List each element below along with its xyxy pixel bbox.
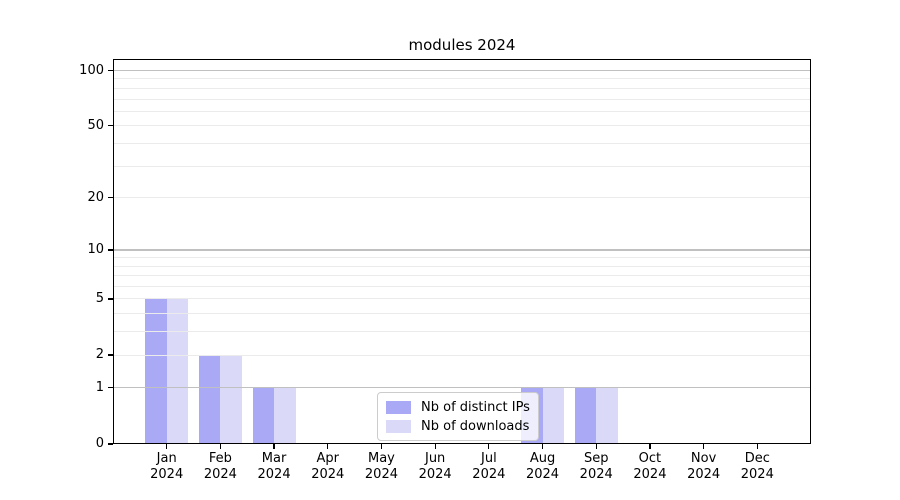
y-tick-mark xyxy=(108,249,113,251)
y-gridline-minor xyxy=(113,110,811,112)
x-tick-mark xyxy=(649,444,651,449)
x-tick-mark xyxy=(327,444,329,449)
y-gridline-minor xyxy=(113,142,811,144)
x-tick-label-year: 2024 xyxy=(418,467,452,482)
y-gridline-minor xyxy=(113,257,811,259)
y-gridline-minor xyxy=(113,87,811,89)
y-tick-label: 2 xyxy=(95,347,104,363)
x-tick-mark xyxy=(380,444,383,449)
legend-entry-downloads: Nb of downloads xyxy=(386,417,530,435)
bar-downloads xyxy=(596,387,618,444)
legend-swatch-downloads xyxy=(386,419,411,433)
bar-distinct-ips xyxy=(252,387,275,444)
x-tick-label-year: 2024 xyxy=(579,467,613,482)
x-tick-label-year: 2024 xyxy=(687,467,721,482)
x-tick-label: Feb 2024 xyxy=(188,451,252,483)
y-gridline-minor xyxy=(113,197,811,199)
legend-label-distinct-ips: Nb of distinct IPs xyxy=(421,399,530,415)
x-tick-label-year: 2024 xyxy=(203,467,237,482)
legend-entry-distinct-ips: Nb of distinct IPs xyxy=(386,398,530,416)
y-gridline-minor xyxy=(113,265,811,267)
y-tick-mark xyxy=(108,197,113,199)
x-tick-label: May 2024 xyxy=(349,451,413,483)
x-tick-mark xyxy=(166,444,168,449)
x-tick-label: Dec 2024 xyxy=(725,451,789,483)
x-tick-mark xyxy=(219,444,221,449)
legend: Nb of distinct IPs Nb of downloads xyxy=(377,392,539,441)
x-tick-mark xyxy=(541,444,544,449)
y-tick-mark xyxy=(108,443,113,445)
y-gridline-minor xyxy=(113,354,811,356)
y-tick-label: 10 xyxy=(87,241,104,257)
x-tick-label: Oct 2024 xyxy=(618,451,682,483)
bar-downloads xyxy=(542,387,565,444)
x-tick-label: Aug 2024 xyxy=(511,451,575,483)
legend-swatch-distinct-ips xyxy=(386,400,411,414)
y-tick-label: 0 xyxy=(95,436,104,451)
y-tick-mark xyxy=(108,387,113,389)
x-tick-label-year: 2024 xyxy=(257,467,291,482)
y-tick-label: 1 xyxy=(95,379,104,395)
y-gridline-minor xyxy=(113,125,811,127)
x-tick-mark xyxy=(488,444,490,449)
y-tick-mark xyxy=(108,354,113,356)
x-tick-label-year: 2024 xyxy=(150,467,184,482)
x-tick-mark xyxy=(595,444,597,449)
x-tick-mark xyxy=(434,444,436,449)
y-tick-label: 50 xyxy=(87,117,104,133)
y-tick-label: 100 xyxy=(79,62,104,78)
bar-distinct-ips xyxy=(574,387,597,444)
bar-downloads xyxy=(220,355,242,444)
x-tick-label: Jun 2024 xyxy=(403,451,467,483)
grid-layer xyxy=(113,59,811,444)
y-gridline-major xyxy=(113,387,811,389)
y-gridline-minor xyxy=(113,331,811,333)
y-tick-mark xyxy=(108,298,113,300)
x-tick-label: Sep 2024 xyxy=(564,451,628,483)
legend-label-downloads: Nb of downloads xyxy=(421,418,530,434)
x-tick-mark xyxy=(756,444,758,449)
y-gridline-minor xyxy=(113,286,811,288)
x-tick-label: Nov 2024 xyxy=(672,451,736,483)
y-gridline-minor xyxy=(113,298,811,300)
x-tick-mark xyxy=(703,444,705,449)
y-tick-label: 20 xyxy=(87,189,104,205)
y-gridline-minor xyxy=(113,98,811,100)
y-tick-label: 5 xyxy=(95,290,104,306)
y-gridline-minor xyxy=(113,165,811,167)
y-tick-mark xyxy=(108,69,113,72)
plot-area xyxy=(113,59,811,444)
x-tick-label-year: 2024 xyxy=(364,467,398,482)
bar-downloads xyxy=(274,387,296,444)
chart-title: modules 2024 xyxy=(408,36,516,54)
y-gridline-minor xyxy=(113,313,811,315)
x-tick-label: Jul 2024 xyxy=(457,451,521,483)
x-tick-label-year: 2024 xyxy=(633,467,667,482)
x-tick-label: Apr 2024 xyxy=(296,451,360,483)
x-tick-label: Jan 2024 xyxy=(135,451,199,483)
x-tick-mark xyxy=(273,444,275,449)
y-gridline-minor xyxy=(113,275,811,277)
y-tick-mark xyxy=(108,125,113,127)
x-tick-label: Mar 2024 xyxy=(242,451,306,483)
x-tick-label-year: 2024 xyxy=(311,467,345,482)
bar-distinct-ips xyxy=(198,355,221,444)
y-gridline-minor xyxy=(113,78,811,80)
x-tick-label-year: 2024 xyxy=(525,467,560,482)
y-gridline-major xyxy=(113,69,811,72)
x-tick-label-year: 2024 xyxy=(740,467,774,482)
y-gridline-major xyxy=(113,249,811,251)
bar-downloads xyxy=(166,299,189,444)
bar-distinct-ips xyxy=(145,299,167,444)
x-tick-label-year: 2024 xyxy=(472,467,506,482)
